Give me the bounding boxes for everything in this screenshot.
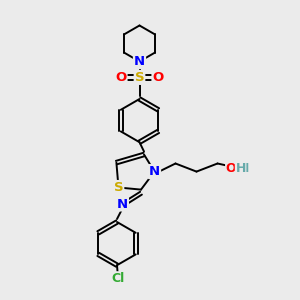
Text: S: S [135, 71, 144, 84]
Text: Cl: Cl [112, 272, 125, 285]
Text: O: O [152, 71, 164, 84]
Text: H: H [239, 162, 250, 175]
Text: O: O [226, 162, 236, 175]
Text: N: N [134, 55, 145, 68]
Text: N: N [117, 197, 128, 211]
Text: O: O [115, 71, 127, 84]
Text: N: N [149, 165, 160, 178]
Text: H: H [236, 162, 246, 175]
Text: S: S [114, 181, 123, 194]
